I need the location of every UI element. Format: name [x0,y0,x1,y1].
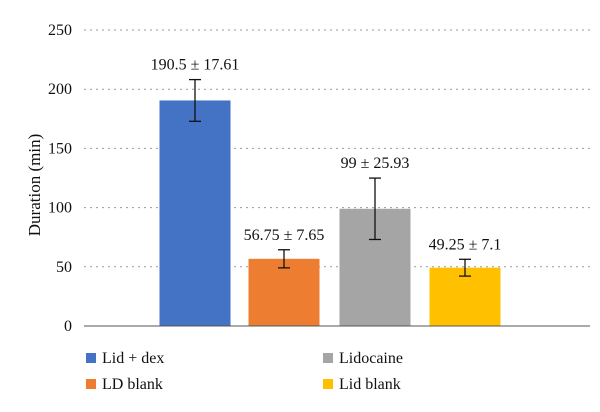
data-label: 99 ± 25.93 [341,155,410,172]
y-tick-label: 200 [48,81,72,98]
bar [159,100,231,326]
data-label: 49.25 ± 7.1 [429,236,502,253]
y-tick-label: 50 [56,259,72,276]
y-tick-label: 250 [48,22,72,39]
legend-label: LD blank [102,376,163,393]
legend-swatch [86,353,96,363]
legend-swatch [86,379,96,389]
y-tick-label: 150 [48,140,72,157]
legend-label: Lid blank [339,376,401,393]
bar [429,267,501,326]
data-label: 56.75 ± 7.65 [244,227,325,244]
y-axis-label: Duration (min) [25,134,44,236]
y-tick-label: 0 [64,318,72,335]
legend: Lid + dex LD blank Lidocaine Lid blank [86,350,403,393]
legend-label: Lidocaine [339,350,403,367]
legend-swatch [323,353,333,363]
data-label: 190.5 ± 17.61 [151,57,240,74]
bars: 190.5 ± 17.61 56.75 ± 7.65 99 ± 25.93 49.25… [151,57,502,326]
legend-label: Lid + dex [102,350,164,367]
y-tick-label: 100 [48,200,72,217]
y-axis-ticks: 0 50 100 150 200 250 [48,22,72,335]
legend-swatch [323,379,333,389]
bar [248,258,320,326]
